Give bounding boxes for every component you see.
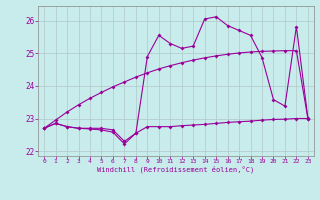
X-axis label: Windchill (Refroidissement éolien,°C): Windchill (Refroidissement éolien,°C) xyxy=(97,166,255,173)
